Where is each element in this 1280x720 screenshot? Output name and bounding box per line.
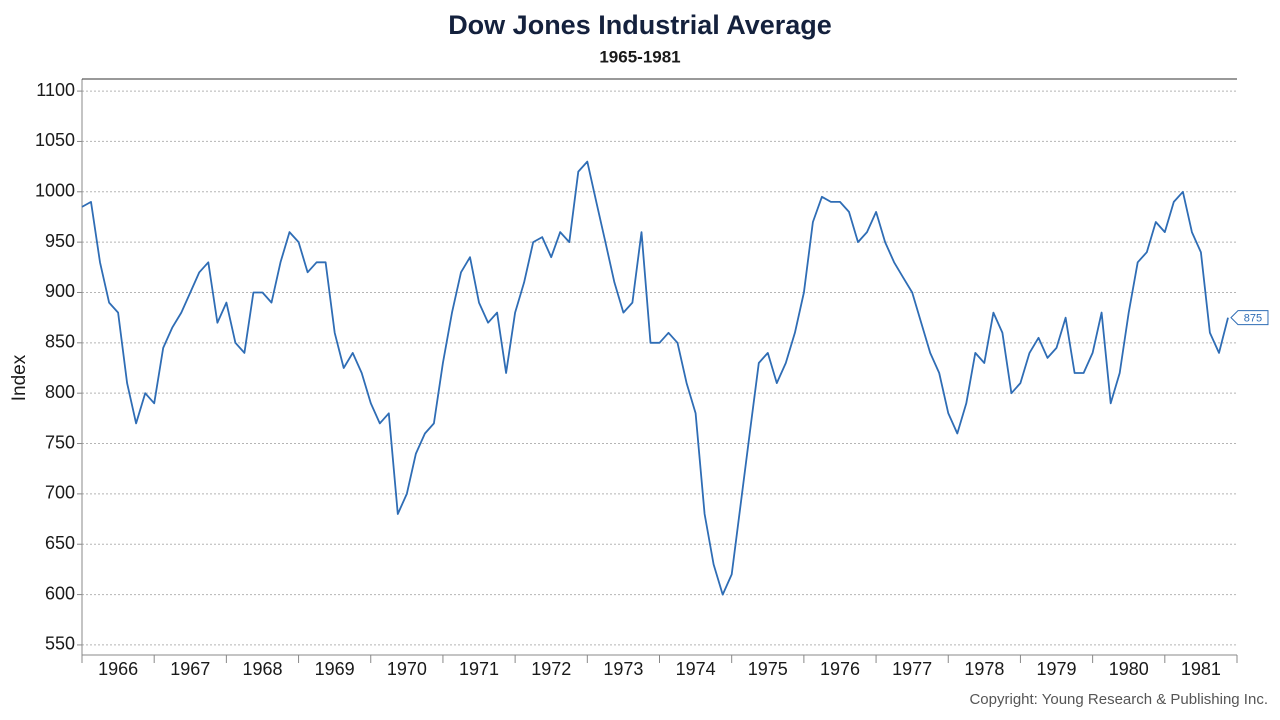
end-label-box [1230,310,1269,326]
x-tick-label: 1974 [676,659,716,679]
y-axis-label: Index [9,354,30,401]
x-tick-label: 1970 [387,659,427,679]
copyright: Copyright: Young Research & Publishing I… [969,691,1268,708]
x-tick-label: 1966 [98,659,138,679]
y-tick-label: 650 [45,533,75,553]
y-tick-label: 950 [45,231,75,251]
x-tick-label: 1976 [820,659,860,679]
x-tick-label: 1978 [964,659,1004,679]
x-tick-label: 1973 [603,659,643,679]
y-tick-label: 800 [45,382,75,402]
y-tick-label: 1100 [36,80,75,100]
x-tick-label: 1967 [170,659,210,679]
y-tick-label: 700 [45,483,75,503]
y-tick-label: 600 [45,583,75,603]
x-tick-label: 1975 [748,659,788,679]
x-tick-label: 1979 [1037,659,1077,679]
data-line [81,160,1229,596]
x-tick-label: 1969 [315,659,355,679]
y-tick-label: 900 [45,281,75,301]
x-tick-label: 1980 [1109,659,1149,679]
x-tick-label: 1977 [892,659,932,679]
y-tick-label: 1000 [35,181,75,201]
chart-title: Dow Jones Industrial Average [448,10,832,40]
y-tick-label: 750 [45,432,75,452]
x-tick-label: 1972 [531,659,571,679]
y-tick-label: 850 [45,332,75,352]
x-tick-label: 1981 [1181,659,1221,679]
end-label: 875 [1244,313,1262,325]
y-tick-label: 1050 [35,130,75,150]
chart-subtitle: 1965-1981 [599,47,680,66]
y-tick-label: 550 [45,634,75,654]
x-tick-label: 1971 [459,659,499,679]
x-tick-label: 1968 [242,659,282,679]
